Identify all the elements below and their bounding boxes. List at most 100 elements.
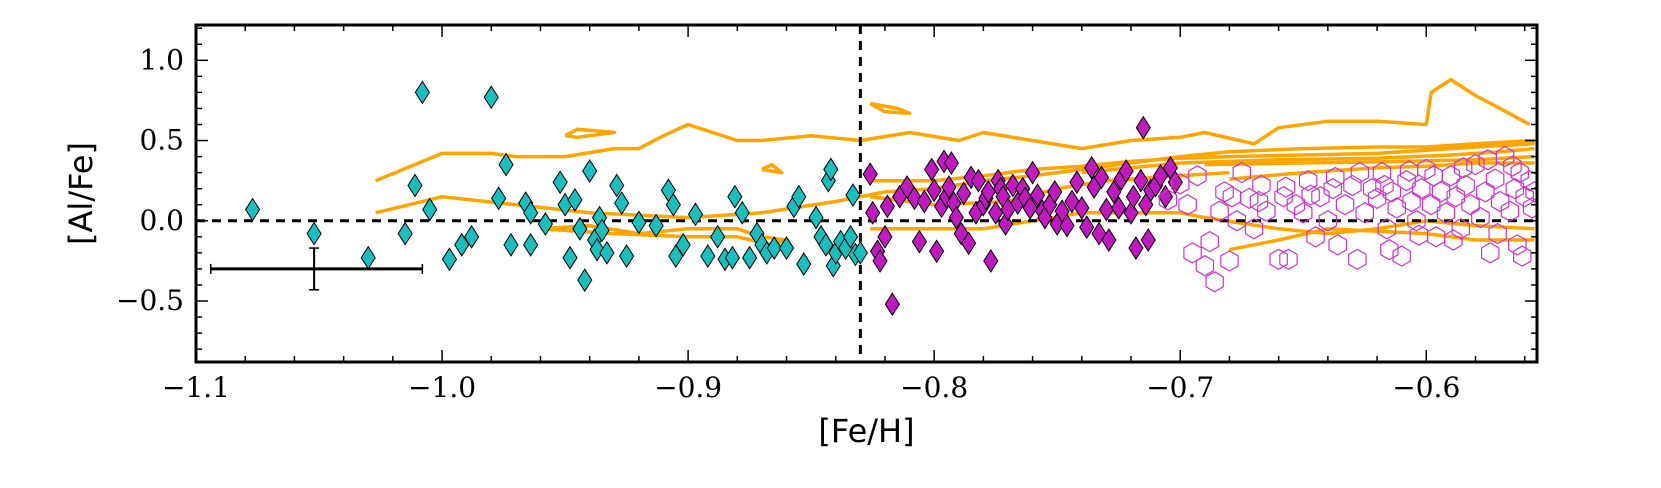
- data-point: [1461, 194, 1480, 216]
- data-point: [727, 184, 743, 209]
- data-point: [1079, 215, 1095, 240]
- data-point: [572, 216, 588, 241]
- data-point: [877, 224, 893, 249]
- data-point: [1178, 194, 1197, 216]
- data-point: [700, 244, 716, 269]
- data-point: [1069, 170, 1085, 195]
- error-bar: [210, 247, 424, 291]
- series-1: [245, 80, 868, 293]
- data-point: [1183, 242, 1202, 264]
- data-point: [879, 194, 896, 219]
- data-point: [734, 200, 750, 225]
- data-point: [675, 232, 691, 257]
- data-point: [619, 244, 635, 269]
- data-point: [360, 245, 376, 270]
- data-point: [865, 200, 881, 225]
- data-point: [407, 173, 423, 198]
- contour-line-12: [869, 101, 912, 116]
- data-point: [1101, 228, 1117, 252]
- data-point: [523, 200, 539, 225]
- data-point: [1128, 236, 1144, 260]
- data-point: [306, 221, 322, 246]
- data-point: [1335, 194, 1355, 216]
- data-point: [724, 245, 740, 270]
- data-point: [1205, 271, 1224, 293]
- data-point: [1022, 196, 1038, 220]
- data-point: [1269, 248, 1288, 270]
- data-point: [929, 239, 945, 264]
- data-point: [1311, 186, 1330, 208]
- data-point: [1274, 186, 1293, 208]
- data-point: [1387, 197, 1407, 219]
- data-point: [842, 224, 859, 249]
- data-point: [1188, 165, 1207, 187]
- data-point: [1510, 161, 1530, 184]
- contour-line-5: [1204, 154, 1535, 167]
- data-point: [1328, 234, 1348, 256]
- data-point: [523, 232, 539, 257]
- x-axis-label: [Fe/H]: [818, 412, 914, 450]
- data-point: [1409, 224, 1429, 246]
- data-point: [1059, 213, 1075, 238]
- series-2: [862, 115, 1183, 317]
- y-tick-label: 0.5: [139, 124, 184, 157]
- data-point: [961, 231, 977, 256]
- data-point: [397, 221, 413, 246]
- y-tick-label: −0.5: [116, 284, 184, 317]
- data-point: [1436, 202, 1456, 224]
- data-point: [884, 292, 900, 317]
- data-point: [1362, 178, 1382, 200]
- data-point: [862, 162, 878, 187]
- y-tick-label: 1.0: [139, 43, 184, 76]
- data-point: [1505, 178, 1525, 200]
- data-point: [980, 179, 996, 204]
- data-point: [631, 210, 647, 235]
- data-point: [1286, 194, 1306, 216]
- data-point: [970, 168, 987, 193]
- data-point: [1106, 179, 1122, 204]
- data-point: [594, 218, 610, 243]
- data-point: [1157, 184, 1174, 209]
- data-point: [414, 80, 430, 105]
- data-point: [1421, 194, 1441, 216]
- data-point: [1348, 248, 1367, 270]
- data-point: [1372, 161, 1392, 184]
- data-point: [1476, 181, 1495, 203]
- data-point: [1444, 229, 1463, 251]
- data-point: [1485, 168, 1505, 190]
- data-point: [552, 170, 568, 195]
- data-point: [823, 157, 839, 182]
- data-point: [710, 224, 726, 249]
- data-point: [924, 157, 940, 182]
- y-axis-label: [Al/Fe]: [62, 142, 100, 245]
- data-point: [1453, 157, 1473, 179]
- data-point: [1210, 200, 1229, 222]
- x-tick-label: −0.6: [1392, 371, 1460, 404]
- data-point: [1367, 187, 1387, 209]
- contour-line-13: [761, 162, 784, 175]
- data-point: [852, 240, 868, 265]
- data-point: [483, 85, 499, 110]
- data-point: [941, 175, 957, 200]
- data-point: [1249, 190, 1269, 213]
- data-point: [1495, 145, 1515, 168]
- data-point: [1195, 255, 1215, 277]
- axis-ticks: −1.1 −1.0 −0.9 −0.8 −0.7 −0.6 −0.5 0.0 0.5 1.0: [116, 25, 1537, 404]
- data-point: [454, 232, 470, 257]
- data-point: [245, 197, 261, 222]
- data-point: [1047, 179, 1063, 204]
- data-point: [567, 187, 583, 212]
- data-point: [742, 245, 758, 270]
- reference-lines: [196, 25, 1537, 362]
- data-point: [491, 186, 507, 211]
- data-point: [1158, 189, 1178, 211]
- data-point: [926, 178, 942, 203]
- data-point: [463, 224, 480, 249]
- series-3: [1158, 145, 1537, 293]
- data-point: [1298, 170, 1318, 192]
- contour-line-1: [374, 77, 1531, 183]
- data-point: [1512, 245, 1532, 267]
- data-point: [1222, 186, 1242, 208]
- contour-line-9: [1229, 227, 1535, 252]
